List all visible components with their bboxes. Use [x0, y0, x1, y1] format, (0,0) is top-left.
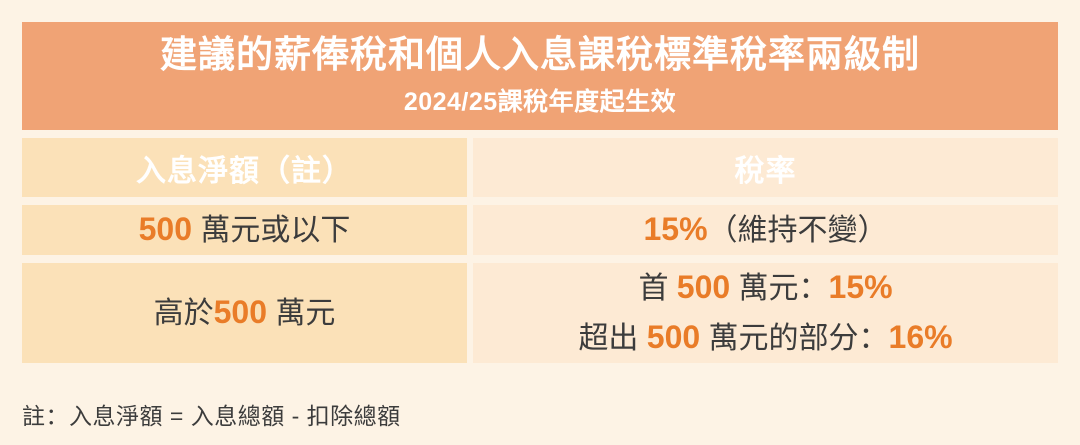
tax-rate-table: 入息淨額（註） 稅率 500 萬元或以下 15%（維持不變） 高於500 萬元 … [22, 138, 1058, 363]
plain-text: 萬元或以下 [192, 214, 351, 247]
income-band-1: 500 萬元或以下 [139, 205, 351, 255]
table-row: 500 萬元或以下 [22, 205, 467, 255]
plain-text: 萬元 [267, 297, 336, 330]
header-cell-net-income: 入息淨額（註） [22, 138, 467, 197]
effective-date-subtitle: 2024/25課稅年度起生效 [403, 88, 677, 117]
table-row: 15%（維持不變） [473, 205, 1058, 255]
footnote: 註：入息淨額 = 入息總額 - 扣除總額 [22, 403, 401, 429]
plain-text: 萬元： [730, 272, 829, 305]
highlight-text: 15% [828, 269, 893, 305]
highlight-text: 16% [888, 319, 953, 355]
highlight-text: 500 [138, 211, 193, 247]
header-label-tax-rate: 稅率 [734, 154, 797, 188]
highlight-text: 500 [646, 319, 701, 355]
plain-text: （維持不變） [707, 214, 888, 247]
rate-band-2-line2: 超出 500 萬元的部分：16% [578, 313, 952, 363]
table-row: 首 500 萬元：15% 超出 500 萬元的部分：16% [473, 263, 1058, 363]
header-label-net-income: 入息淨額（註） [136, 154, 353, 188]
income-band-2: 高於500 萬元 [154, 288, 336, 338]
plain-text: 萬元的部分： [700, 322, 889, 355]
main-title: 建議的薪俸稅和個人入息課稅標準稅率兩級制 [160, 33, 920, 75]
infographic-content: 建議的薪俸稅和個人入息課稅標準稅率兩級制 2024/25課稅年度起生效 入息淨額… [22, 22, 1058, 363]
plain-text: 首 [638, 272, 677, 305]
table-row: 高於500 萬元 [22, 263, 467, 363]
highlight-text: 15% [643, 211, 708, 247]
plain-text: 高於 [153, 297, 214, 330]
plain-text: 超出 [578, 322, 647, 355]
highlight-text: 500 [676, 269, 731, 305]
title-banner: 建議的薪俸稅和個人入息課稅標準稅率兩級制 2024/25課稅年度起生效 [22, 22, 1058, 130]
highlight-text: 500 [213, 294, 268, 330]
header-cell-tax-rate: 稅率 [473, 138, 1058, 197]
rate-band-2-line1: 首 500 萬元：15% [638, 263, 892, 313]
rate-band-1: 15%（維持不變） [643, 205, 887, 255]
